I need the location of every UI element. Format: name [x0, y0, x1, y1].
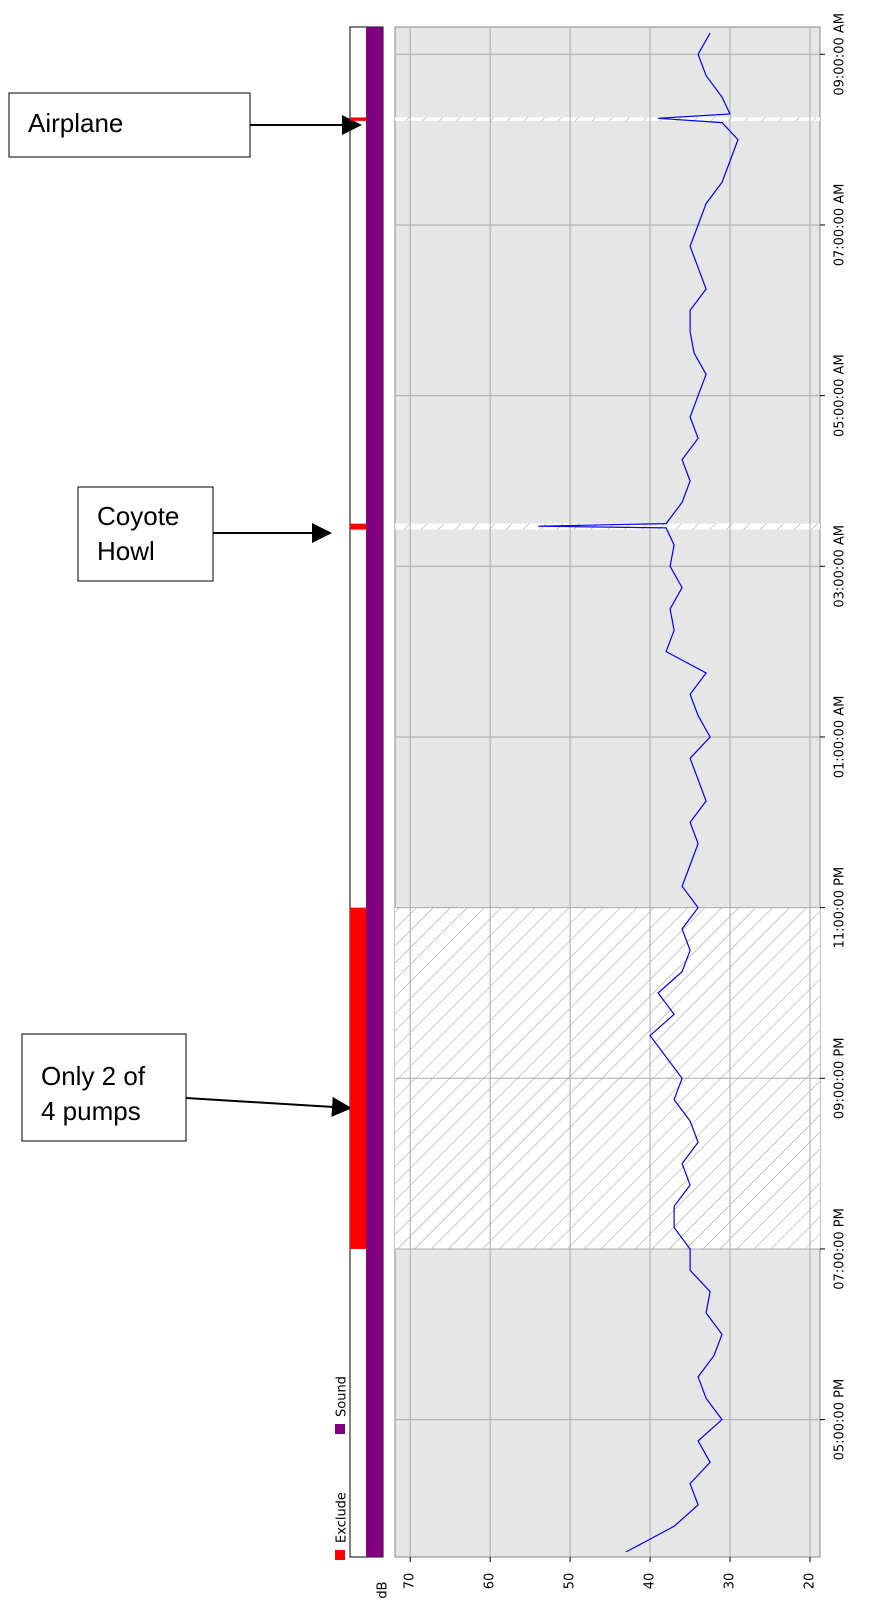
annotation-box [77, 486, 214, 582]
exclusion-hatch [395, 117, 820, 121]
legend-swatch [335, 1424, 345, 1434]
sound-line [538, 32, 739, 1553]
annotation: Coyote [97, 501, 179, 531]
legend-swatch [335, 1550, 345, 1560]
arrow [185, 1096, 352, 1117]
y-tick-label: 40 [643, 1573, 658, 1590]
x-tick-label: 01:00:00 AM [833, 696, 848, 779]
x-tick-label: 11:00:00 PM [833, 867, 848, 949]
x-tick-label: 09:00:00 PM [833, 1037, 848, 1119]
annotation-box [8, 92, 251, 158]
y-tick-label: 30 [723, 1573, 738, 1590]
y-tick-label: 60 [483, 1573, 498, 1590]
x-tick-label: 05:00:00 PM [833, 1379, 848, 1461]
x-tick-label: 07:00:00 AM [833, 184, 848, 267]
annotation-box [21, 1033, 187, 1142]
exclude-strip [350, 117, 366, 121]
y-tick-label: 20 [803, 1573, 818, 1590]
annotation: 4 pumps [41, 1096, 141, 1126]
exclude-strip [350, 907, 366, 1249]
x-tick-label: 05:00:00 AM [833, 354, 848, 437]
x-tick-label: 07:00:00 PM [833, 1208, 848, 1290]
exclude-strip [350, 523, 366, 530]
legend-label: Sound [335, 1376, 350, 1417]
annotation: Howl [97, 536, 155, 566]
x-tick-label: 09:00:00 AM [833, 13, 848, 96]
annotation: Only 2 of [41, 1061, 146, 1091]
axis-label: dB [376, 1581, 391, 1598]
plot-area [394, 26, 821, 1558]
sound-strip [366, 27, 383, 1557]
x-tick-label: 03:00:00 AM [833, 525, 848, 608]
y-tick-label: 70 [403, 1573, 418, 1590]
annotation: Airplane [28, 108, 123, 138]
legend-label: Exclude [335, 1492, 350, 1543]
y-tick-label: 50 [563, 1573, 578, 1590]
